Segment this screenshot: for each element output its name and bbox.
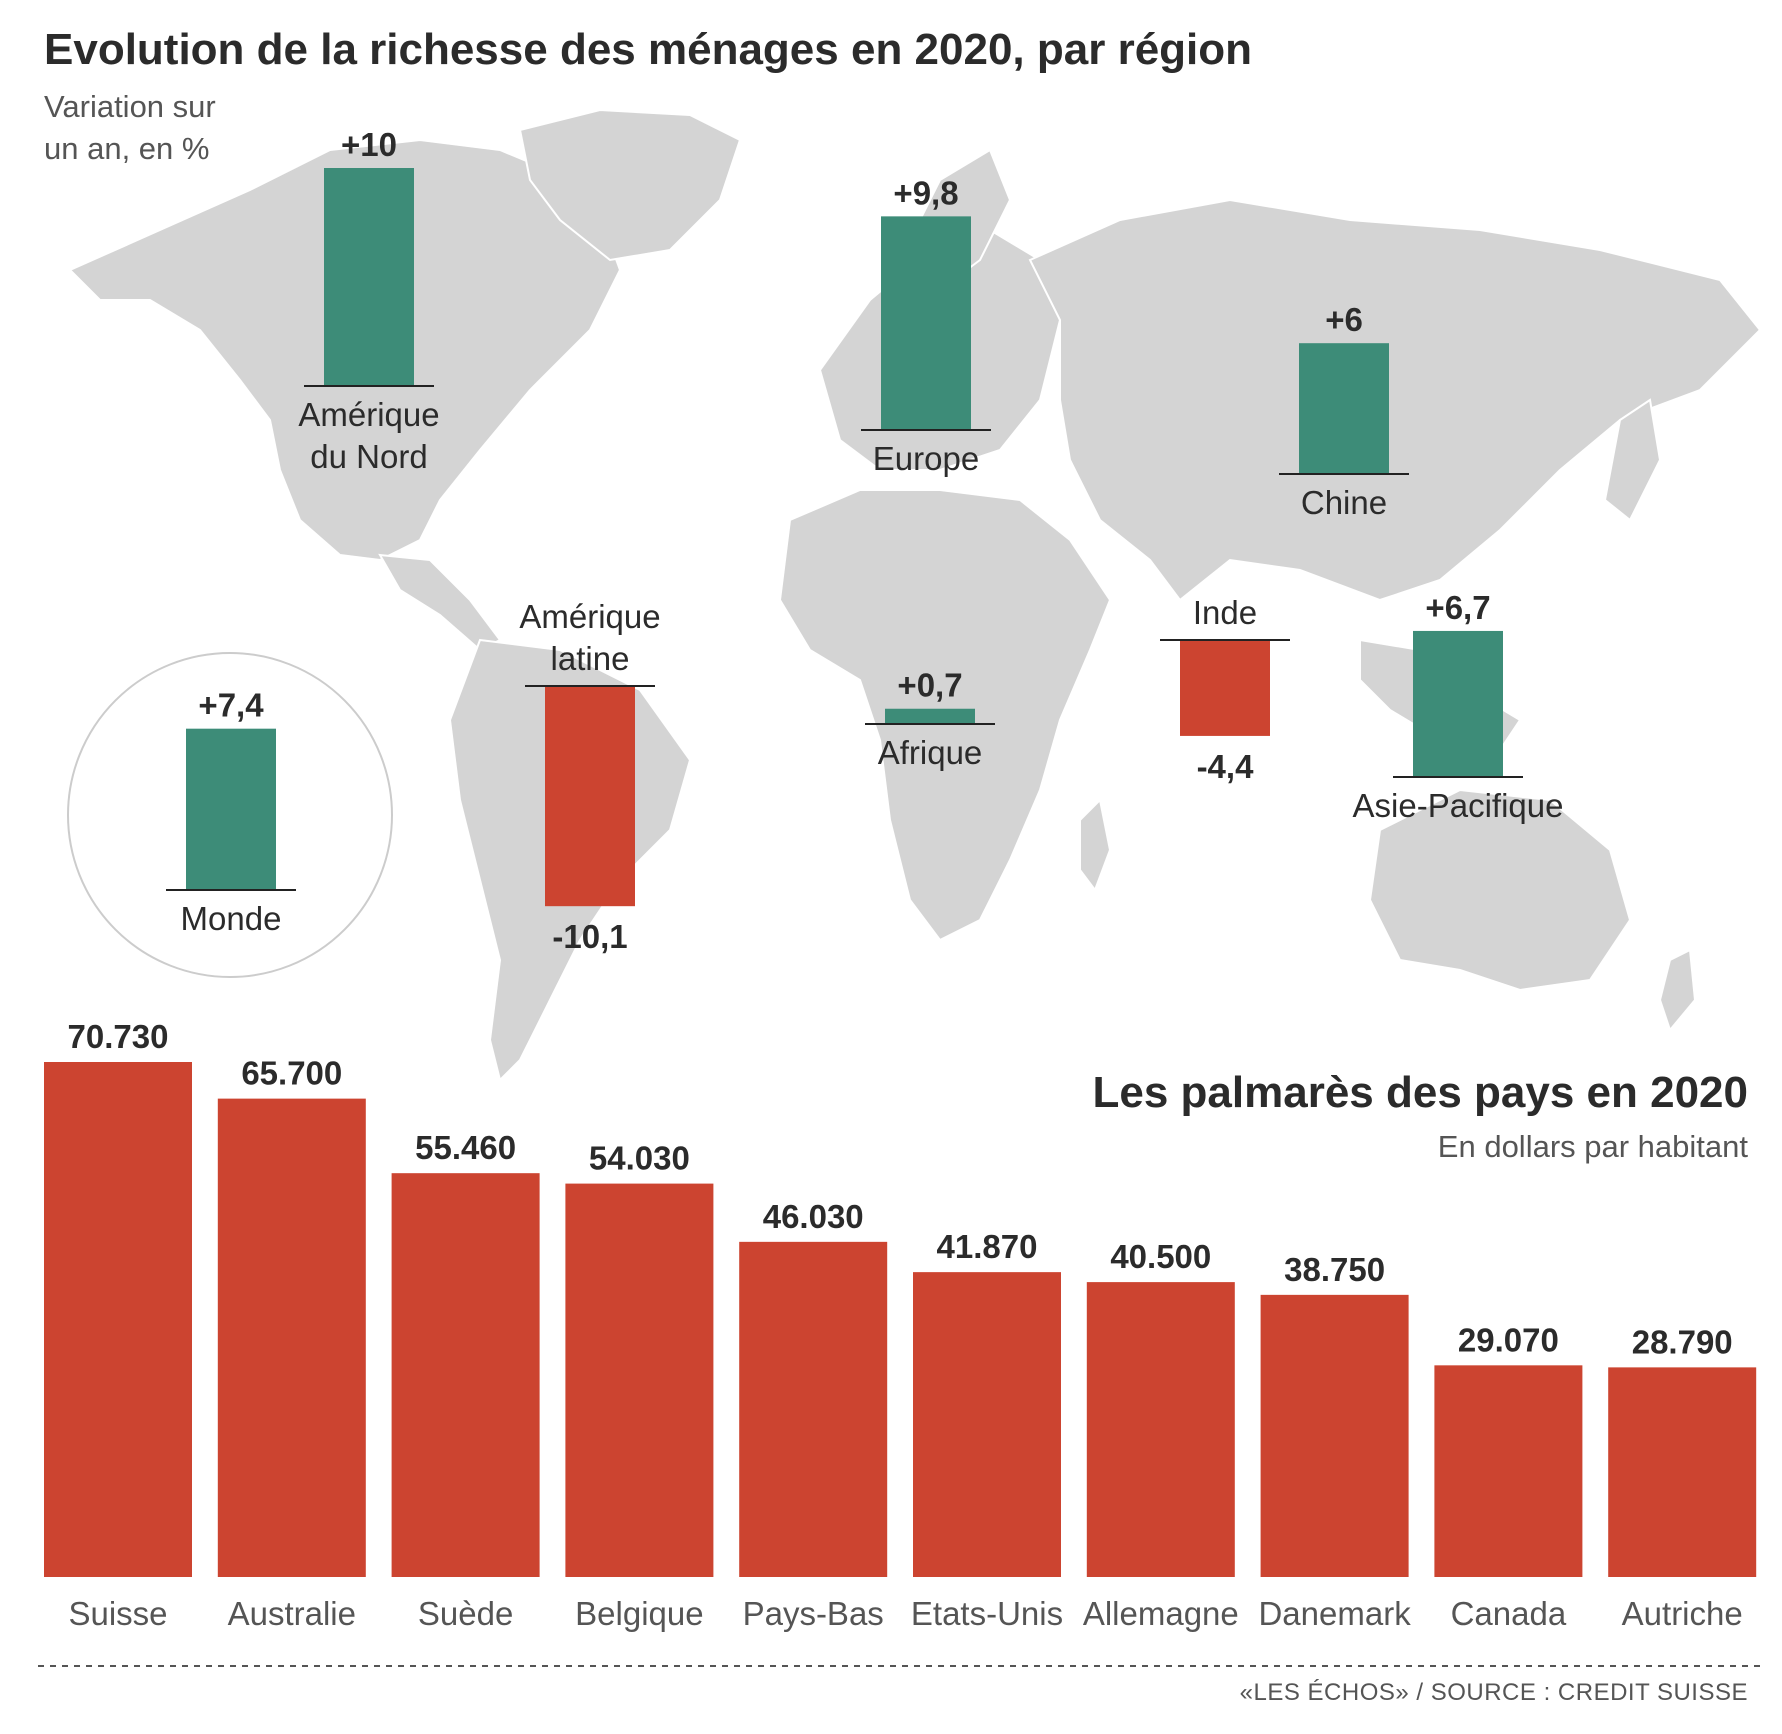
region-bar-europe	[881, 216, 971, 430]
country-chart-title: Les palmarès des pays en 2020	[1092, 1068, 1748, 1117]
country-label-suede: Suède	[418, 1595, 513, 1632]
country-value-etats-unis: 41.870	[937, 1228, 1038, 1265]
country-bar-australie	[217, 1098, 366, 1577]
region-label-monde-1: Monde	[181, 900, 282, 937]
region-label-amerique-du-nord-1: Amérique	[298, 396, 439, 433]
country-value-australie: 65.700	[241, 1055, 342, 1092]
country-bar-pays-bas	[739, 1241, 888, 1577]
country-bar-autriche	[1608, 1367, 1757, 1577]
country-chart-subtitle: En dollars par habitant	[1438, 1129, 1749, 1164]
country-value-canada: 29.070	[1458, 1321, 1559, 1358]
region-label-amerique-latine-1: Amérique	[519, 598, 660, 635]
country-label-suisse: Suisse	[68, 1595, 167, 1632]
region-label-chine-1: Chine	[1301, 484, 1387, 521]
map-asia	[1028, 198, 1762, 602]
region-label-europe-1: Europe	[873, 440, 979, 477]
region-label-inde-1: Inde	[1193, 594, 1257, 631]
region-value-monde: +7,4	[198, 687, 264, 724]
country-value-suede: 55.460	[415, 1129, 516, 1166]
chart-subtitle-line-1: Variation sur	[44, 89, 216, 124]
region-bar-inde	[1180, 640, 1270, 736]
country-bar-danemark	[1260, 1294, 1409, 1577]
region-value-afrique: +0,7	[897, 667, 962, 704]
country-value-suisse: 70.730	[68, 1018, 169, 1055]
region-value-asie-pacifique: +6,7	[1425, 589, 1490, 626]
region-value-inde: -4,4	[1197, 748, 1255, 785]
source-credit: «LES ÉCHOS» / SOURCE : CREDIT SUISSE	[1240, 1679, 1748, 1706]
region-bar-chine	[1299, 343, 1389, 474]
region-value-amerique-latine: -10,1	[552, 918, 627, 955]
country-label-belgique: Belgique	[575, 1595, 703, 1632]
region-bar-afrique	[885, 708, 975, 724]
country-label-canada: Canada	[1451, 1595, 1567, 1632]
country-bar-canada	[1434, 1365, 1583, 1577]
region-bar-amerique-du-nord	[324, 168, 414, 386]
region-bar-monde	[186, 728, 276, 890]
country-label-allemagne: Allemagne	[1083, 1595, 1239, 1632]
region-value-amerique-du-nord: +10	[341, 126, 397, 163]
chart-subtitle-line-2: un an, en %	[44, 131, 209, 166]
country-value-pays-bas: 46.030	[763, 1198, 864, 1235]
map-australia	[1368, 788, 1632, 992]
region-bar-asie-pacifique	[1413, 630, 1503, 777]
map-central-america	[378, 553, 502, 652]
country-bars: 70.730 Suisse 65.700 Australie 55.460 Suède 54…	[44, 1018, 1757, 1632]
chart-title: Evolution de la richesse des ménages en …	[44, 25, 1252, 74]
region-label-amerique-latine-2: latine	[551, 640, 630, 677]
region-label-asie-pacifique-1: Asie-Pacifique	[1353, 787, 1564, 824]
country-value-allemagne: 40.500	[1110, 1238, 1211, 1275]
country-value-autriche: 28.790	[1632, 1323, 1733, 1360]
country-label-pays-bas: Pays-Bas	[743, 1595, 884, 1632]
region-bar-amerique-latine	[545, 686, 635, 907]
region-bars: +10 Amérique du Nord +9,8 Europe +6 Chine -10,1…	[166, 126, 1563, 955]
map-new-zealand	[1658, 948, 1697, 1033]
country-label-autriche: Autriche	[1622, 1595, 1743, 1632]
country-label-australie: Australie	[228, 1595, 356, 1632]
country-bar-belgique	[565, 1183, 714, 1577]
country-bar-suede	[391, 1173, 540, 1577]
country-label-etats-unis: Etats-Unis	[911, 1595, 1063, 1632]
region-label-afrique-1: Afrique	[878, 734, 983, 771]
map-greenland	[518, 108, 742, 262]
region-value-europe: +9,8	[893, 174, 958, 211]
region-label-amerique-du-nord-2: du Nord	[310, 438, 427, 475]
region-value-chine: +6	[1325, 301, 1363, 338]
map-japan	[1603, 398, 1662, 522]
country-label-danemark: Danemark	[1258, 1595, 1411, 1632]
country-value-danemark: 38.750	[1284, 1251, 1385, 1288]
country-value-belgique: 54.030	[589, 1140, 690, 1177]
country-bar-etats-unis	[913, 1272, 1061, 1577]
map-madagascar	[1079, 797, 1112, 893]
country-bar-allemagne	[1086, 1282, 1235, 1577]
country-bar-suisse	[44, 1062, 192, 1577]
